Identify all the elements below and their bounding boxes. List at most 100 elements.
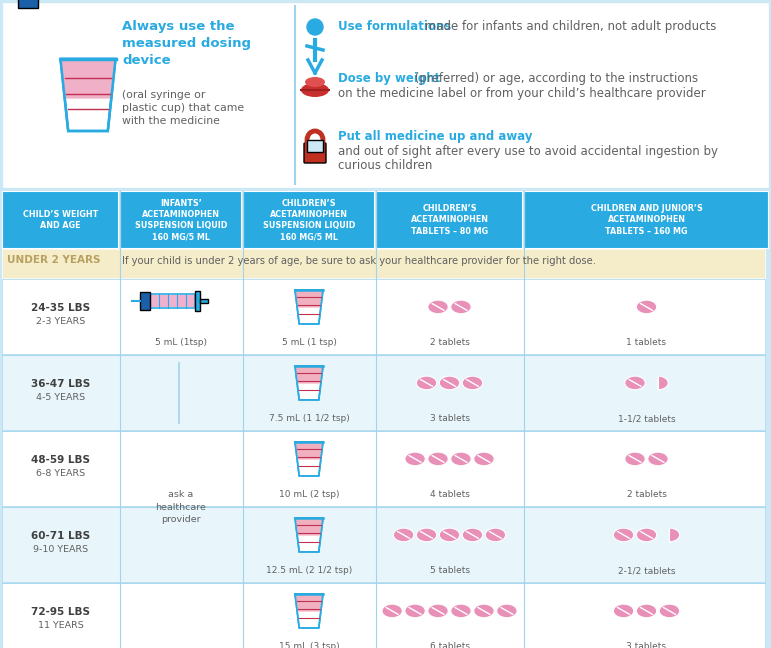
Ellipse shape <box>625 376 645 389</box>
FancyBboxPatch shape <box>307 140 323 152</box>
Text: CHILDREN’S
ACETAMINOPHEN
TABLETS – 80 MG: CHILDREN’S ACETAMINOPHEN TABLETS – 80 MG <box>410 204 489 236</box>
Ellipse shape <box>451 604 471 618</box>
Text: 5 tablets: 5 tablets <box>429 566 470 575</box>
Ellipse shape <box>428 452 448 466</box>
Text: 2 tablets: 2 tablets <box>627 491 666 499</box>
Ellipse shape <box>614 604 634 618</box>
Ellipse shape <box>428 300 448 314</box>
Polygon shape <box>295 366 323 400</box>
Text: 5 mL (1 tsp): 5 mL (1 tsp) <box>281 338 336 347</box>
Text: (oral syringe or
plastic cup) that came
with the medicine: (oral syringe or plastic cup) that came … <box>122 90 244 126</box>
Ellipse shape <box>301 83 329 97</box>
Ellipse shape <box>614 528 634 542</box>
Text: Dose by weight: Dose by weight <box>338 72 440 85</box>
Text: 12.5 mL (2 1/2 tsp): 12.5 mL (2 1/2 tsp) <box>266 566 352 575</box>
FancyBboxPatch shape <box>18 0 38 8</box>
FancyBboxPatch shape <box>376 191 522 248</box>
Polygon shape <box>295 442 323 476</box>
FancyBboxPatch shape <box>2 249 765 278</box>
Ellipse shape <box>405 452 426 466</box>
Ellipse shape <box>659 604 680 618</box>
Text: 1-1/2 tablets: 1-1/2 tablets <box>618 414 675 423</box>
Text: 6-8 YEARS: 6-8 YEARS <box>36 469 85 478</box>
Ellipse shape <box>473 604 494 618</box>
Text: CHILDREN’S
ACETAMINOPHEN
SUSPENSION LIQUID
160 MG/5 ML: CHILDREN’S ACETAMINOPHEN SUSPENSION LIQU… <box>263 199 355 241</box>
Polygon shape <box>295 594 323 628</box>
Ellipse shape <box>636 528 657 542</box>
Text: Put all medicine up and away: Put all medicine up and away <box>338 130 533 143</box>
Text: 11 YEARS: 11 YEARS <box>38 621 83 631</box>
FancyBboxPatch shape <box>2 431 765 506</box>
FancyBboxPatch shape <box>2 355 765 430</box>
Ellipse shape <box>393 528 414 542</box>
Text: CHILDREN AND JUNIOR’S
ACETAMINOPHEN
TABLETS – 160 MG: CHILDREN AND JUNIOR’S ACETAMINOPHEN TABL… <box>591 204 702 236</box>
Text: 24-35 LBS: 24-35 LBS <box>31 303 90 313</box>
Ellipse shape <box>636 604 657 618</box>
Text: 2 tablets: 2 tablets <box>429 338 470 347</box>
Text: 5 mL (1tsp): 5 mL (1tsp) <box>155 338 207 347</box>
Ellipse shape <box>416 528 436 542</box>
Text: 15 mL (3 tsp): 15 mL (3 tsp) <box>278 642 339 648</box>
FancyBboxPatch shape <box>304 143 326 163</box>
FancyBboxPatch shape <box>140 292 150 310</box>
Text: If your child is under 2 years of age, be sure to ask your healthcare provider f: If your child is under 2 years of age, b… <box>122 256 596 266</box>
FancyBboxPatch shape <box>2 507 765 582</box>
Ellipse shape <box>382 604 402 618</box>
Text: 4-5 YEARS: 4-5 YEARS <box>36 393 85 402</box>
Polygon shape <box>295 442 323 459</box>
Text: Use formulations: Use formulations <box>338 20 451 33</box>
Polygon shape <box>295 518 323 536</box>
Text: and out of sight after every use to avoid accidental ingestion by: and out of sight after every use to avoi… <box>338 145 718 158</box>
Text: 4 tablets: 4 tablets <box>429 491 470 499</box>
Text: made for infants and children, not adult products: made for infants and children, not adult… <box>421 20 716 33</box>
Text: 72-95 LBS: 72-95 LBS <box>31 607 90 617</box>
Ellipse shape <box>485 528 506 542</box>
Text: Always use the
measured dosing
device: Always use the measured dosing device <box>122 20 251 67</box>
Polygon shape <box>295 290 323 324</box>
Polygon shape <box>60 59 116 98</box>
FancyBboxPatch shape <box>2 2 769 188</box>
Polygon shape <box>295 518 323 552</box>
Text: 36-47 LBS: 36-47 LBS <box>31 379 90 389</box>
Ellipse shape <box>625 452 645 466</box>
Text: 7.5 mL (1 1/2 tsp): 7.5 mL (1 1/2 tsp) <box>268 414 349 423</box>
Ellipse shape <box>451 300 471 314</box>
Ellipse shape <box>416 376 436 389</box>
FancyBboxPatch shape <box>120 191 241 248</box>
FancyBboxPatch shape <box>2 191 118 248</box>
Polygon shape <box>60 59 116 131</box>
Text: 9-10 YEARS: 9-10 YEARS <box>33 546 88 555</box>
FancyBboxPatch shape <box>2 583 765 648</box>
Polygon shape <box>669 528 680 542</box>
Text: 3 tablets: 3 tablets <box>627 642 666 648</box>
Text: UNDER 2 YEARS: UNDER 2 YEARS <box>7 255 100 265</box>
Text: 48-59 LBS: 48-59 LBS <box>31 455 90 465</box>
Ellipse shape <box>439 528 460 542</box>
Ellipse shape <box>463 376 483 389</box>
FancyBboxPatch shape <box>150 295 194 307</box>
Text: INFANTS’
ACETAMINOPHEN
SUSPENSION LIQUID
160 MG/5 ML: INFANTS’ ACETAMINOPHEN SUSPENSION LIQUID… <box>135 199 227 241</box>
Text: 2-3 YEARS: 2-3 YEARS <box>36 318 85 327</box>
Ellipse shape <box>473 452 494 466</box>
Text: 10 mL (2 tsp): 10 mL (2 tsp) <box>279 491 339 499</box>
Polygon shape <box>295 290 323 308</box>
FancyBboxPatch shape <box>194 291 200 311</box>
Circle shape <box>307 19 323 35</box>
FancyBboxPatch shape <box>2 279 765 354</box>
FancyBboxPatch shape <box>200 299 208 303</box>
Text: curious children: curious children <box>338 159 433 172</box>
Text: ask a
healthcare
provider: ask a healthcare provider <box>156 490 207 524</box>
Ellipse shape <box>636 300 657 314</box>
Ellipse shape <box>405 604 426 618</box>
Ellipse shape <box>463 528 483 542</box>
Ellipse shape <box>497 604 517 618</box>
Text: (preferred) or age, according to the instructions: (preferred) or age, according to the ins… <box>411 72 698 85</box>
Text: 60-71 LBS: 60-71 LBS <box>31 531 90 541</box>
Text: CHILD’S WEIGHT
AND AGE: CHILD’S WEIGHT AND AGE <box>23 210 98 230</box>
Polygon shape <box>295 594 323 612</box>
Ellipse shape <box>648 452 668 466</box>
Ellipse shape <box>305 77 325 87</box>
Text: 1 tablets: 1 tablets <box>627 338 666 347</box>
FancyBboxPatch shape <box>243 191 374 248</box>
Text: on the medicine label or from your child’s healthcare provider: on the medicine label or from your child… <box>338 87 705 100</box>
